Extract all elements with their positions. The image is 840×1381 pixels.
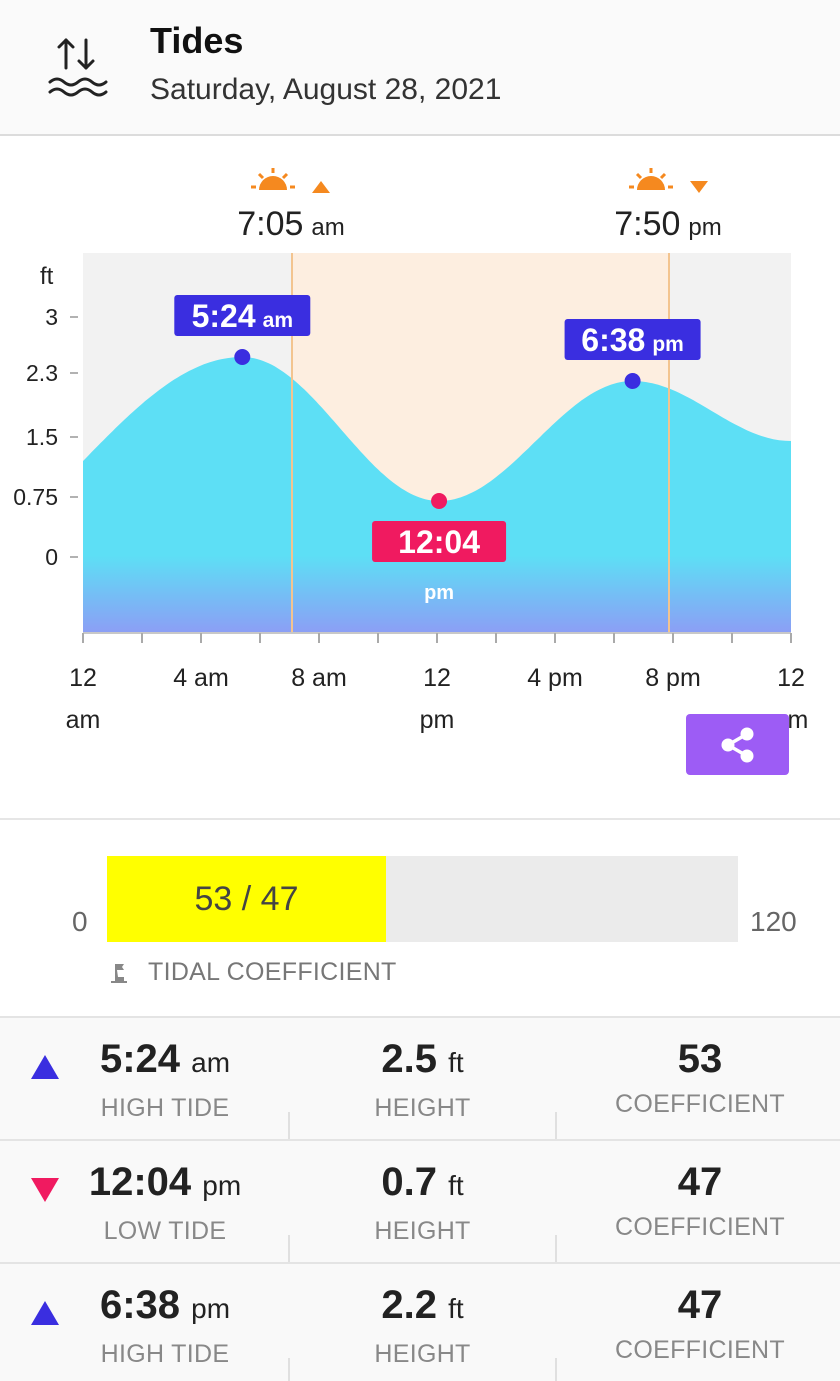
coefficient-label-row: TIDAL COEFFICIENT [108, 958, 397, 987]
tide-row[interactable]: 12:04 pm LOW TIDE 0.7 ft HEIGHT 47 COEFF… [0, 1139, 840, 1265]
tide-type-label: LOW TIDE [103, 1217, 227, 1245]
tide-coefficient: 47 [677, 1283, 723, 1327]
y-tick-label: 0.75 [13, 484, 58, 510]
tide-row[interactable]: 6:38 pm HIGH TIDE 2.2 ft HEIGHT 47 COEFF… [0, 1262, 840, 1381]
sunset-down-arrow-icon [690, 181, 708, 193]
x-tick-label: 12 [69, 664, 97, 692]
tide-height: 2.5 [381, 1037, 437, 1081]
tide-type-label: HIGH TIDE [100, 1340, 230, 1368]
tide-coefficient-label: COEFFICIENT [615, 1213, 785, 1241]
tide-height-unit: ft [448, 1293, 464, 1324]
high-tide-point[interactable] [624, 373, 641, 389]
high-tide-time-label: 5:24 am [192, 298, 293, 334]
low-tide-time-badge [372, 521, 507, 562]
flag-icon [111, 963, 127, 983]
y-tick-label: 2.3 [26, 360, 58, 386]
tide-time-cell: 5:24 am HIGH TIDE [60, 1036, 270, 1123]
y-tick-label: 1.5 [26, 424, 58, 450]
share-button[interactable] [686, 714, 789, 775]
x-tick-label-suffix: am [66, 706, 101, 734]
tide-list: 5:24 am HIGH TIDE 2.5 ft HEIGHT 53 COEFF… [0, 1016, 840, 1381]
y-tick-label: 3 [45, 304, 58, 330]
x-tick-label-suffix: pm [420, 706, 455, 734]
tide-area [83, 357, 791, 633]
tide-time: 12:04 [88, 1160, 192, 1204]
column-divider [555, 1112, 557, 1142]
low-tide-arrow-icon [31, 1178, 59, 1202]
tide-chart: 7:05 am 7:50 pm ft 3 2.3 1.5 0.75 0 12 am 4 am 8 … [0, 138, 840, 818]
tide-height-label: HEIGHT [374, 1094, 471, 1122]
column-divider [288, 1358, 290, 1381]
tide-height: 2.2 [381, 1283, 437, 1327]
high-tide-time-badge [564, 319, 701, 360]
tide-icon [48, 38, 108, 97]
page-date: Saturday, August 28, 2021 [150, 73, 502, 106]
tide-time-suffix: pm [202, 1170, 242, 1201]
sunrise-icon [251, 168, 295, 190]
header: Tides Saturday, August 28, 2021 [0, 0, 840, 136]
tide-coefficient-cell: 47 COEFFICIENT [575, 1282, 825, 1365]
x-tick-label: 12 [423, 664, 451, 692]
high-tide-arrow-icon [31, 1301, 59, 1325]
page-title: Tides [150, 20, 244, 61]
sunrise-up-arrow-icon [312, 181, 330, 193]
column-divider [288, 1235, 290, 1265]
tide-markers: 5:24 am 12:04 pm 6:38 pm [174, 295, 701, 604]
tide-coefficient-cell: 47 COEFFICIENT [575, 1159, 825, 1242]
tide-time-suffix: am [191, 1047, 231, 1078]
low-tide-time-suffix: pm [424, 582, 454, 604]
tide-height-label: HEIGHT [374, 1217, 471, 1245]
tide-time-cell: 12:04 pm LOW TIDE [60, 1159, 270, 1246]
tide-coefficient-label: COEFFICIENT [615, 1336, 785, 1364]
high-tide-point[interactable] [234, 349, 251, 365]
tide-height-cell: 2.2 ft HEIGHT [320, 1282, 525, 1369]
tide-coefficient-label: COEFFICIENT [615, 1090, 785, 1118]
y-tick-label: 0 [45, 544, 58, 570]
x-tick-label: 8 pm [645, 664, 701, 692]
tide-coefficient: 53 [677, 1037, 723, 1081]
coefficient-bar-fill: 53 / 47 [107, 856, 386, 942]
low-tide-time-label: 12:04 [398, 524, 480, 560]
tide-height-label: HEIGHT [374, 1340, 471, 1368]
high-tide-arrow-icon [31, 1055, 59, 1079]
sunset-time: 7:50 pm [614, 205, 722, 243]
tidal-coefficient-panel: 0 53 / 47 120 TIDAL COEFFICIENT [0, 818, 840, 1016]
high-tide-time-label: 6:38 pm [581, 322, 684, 358]
tide-coefficient: 47 [677, 1160, 723, 1204]
x-axis-tick-marks [82, 633, 792, 643]
x-tick-label: 12 [777, 664, 805, 692]
coefficient-label: TIDAL COEFFICIENT [148, 958, 397, 986]
column-divider [555, 1235, 557, 1265]
tide-height-unit: ft [448, 1170, 464, 1201]
x-tick-label: 4 am [173, 664, 229, 692]
tide-height-cell: 0.7 ft HEIGHT [320, 1159, 525, 1246]
y-axis-ticks: 3 2.3 1.5 0.75 0 [13, 304, 78, 570]
share-icon [721, 727, 753, 762]
tide-type-label: HIGH TIDE [100, 1094, 230, 1122]
column-divider [555, 1358, 557, 1381]
sunrise-time: 7:05 am [237, 205, 345, 243]
x-tick-label: 4 pm [527, 664, 583, 692]
tide-time-cell: 6:38 pm HIGH TIDE [60, 1282, 270, 1369]
tide-time-suffix: pm [191, 1293, 231, 1324]
column-divider [288, 1112, 290, 1142]
tide-height: 0.7 [381, 1160, 437, 1204]
tide-time: 6:38 [99, 1283, 181, 1327]
coefficient-min: 0 [72, 906, 88, 937]
low-tide-point[interactable] [431, 493, 448, 509]
tide-height-unit: ft [448, 1047, 464, 1078]
tide-time: 5:24 [99, 1037, 181, 1081]
tide-height-cell: 2.5 ft HEIGHT [320, 1036, 525, 1123]
coefficient-max: 120 [750, 906, 797, 937]
sunset-icon [629, 168, 673, 190]
tide-row[interactable]: 5:24 am HIGH TIDE 2.5 ft HEIGHT 53 COEFF… [0, 1016, 840, 1142]
high-tide-time-badge [174, 295, 311, 336]
x-tick-label: 8 am [291, 664, 347, 692]
y-axis-unit: ft [40, 263, 54, 290]
tide-chart-svg: 7:05 am 7:50 pm ft 3 2.3 1.5 0.75 0 12 am 4 am 8 … [13, 168, 809, 734]
tide-coefficient-cell: 53 COEFFICIENT [575, 1036, 825, 1119]
coefficient-bar: 53 / 47 [107, 856, 738, 942]
